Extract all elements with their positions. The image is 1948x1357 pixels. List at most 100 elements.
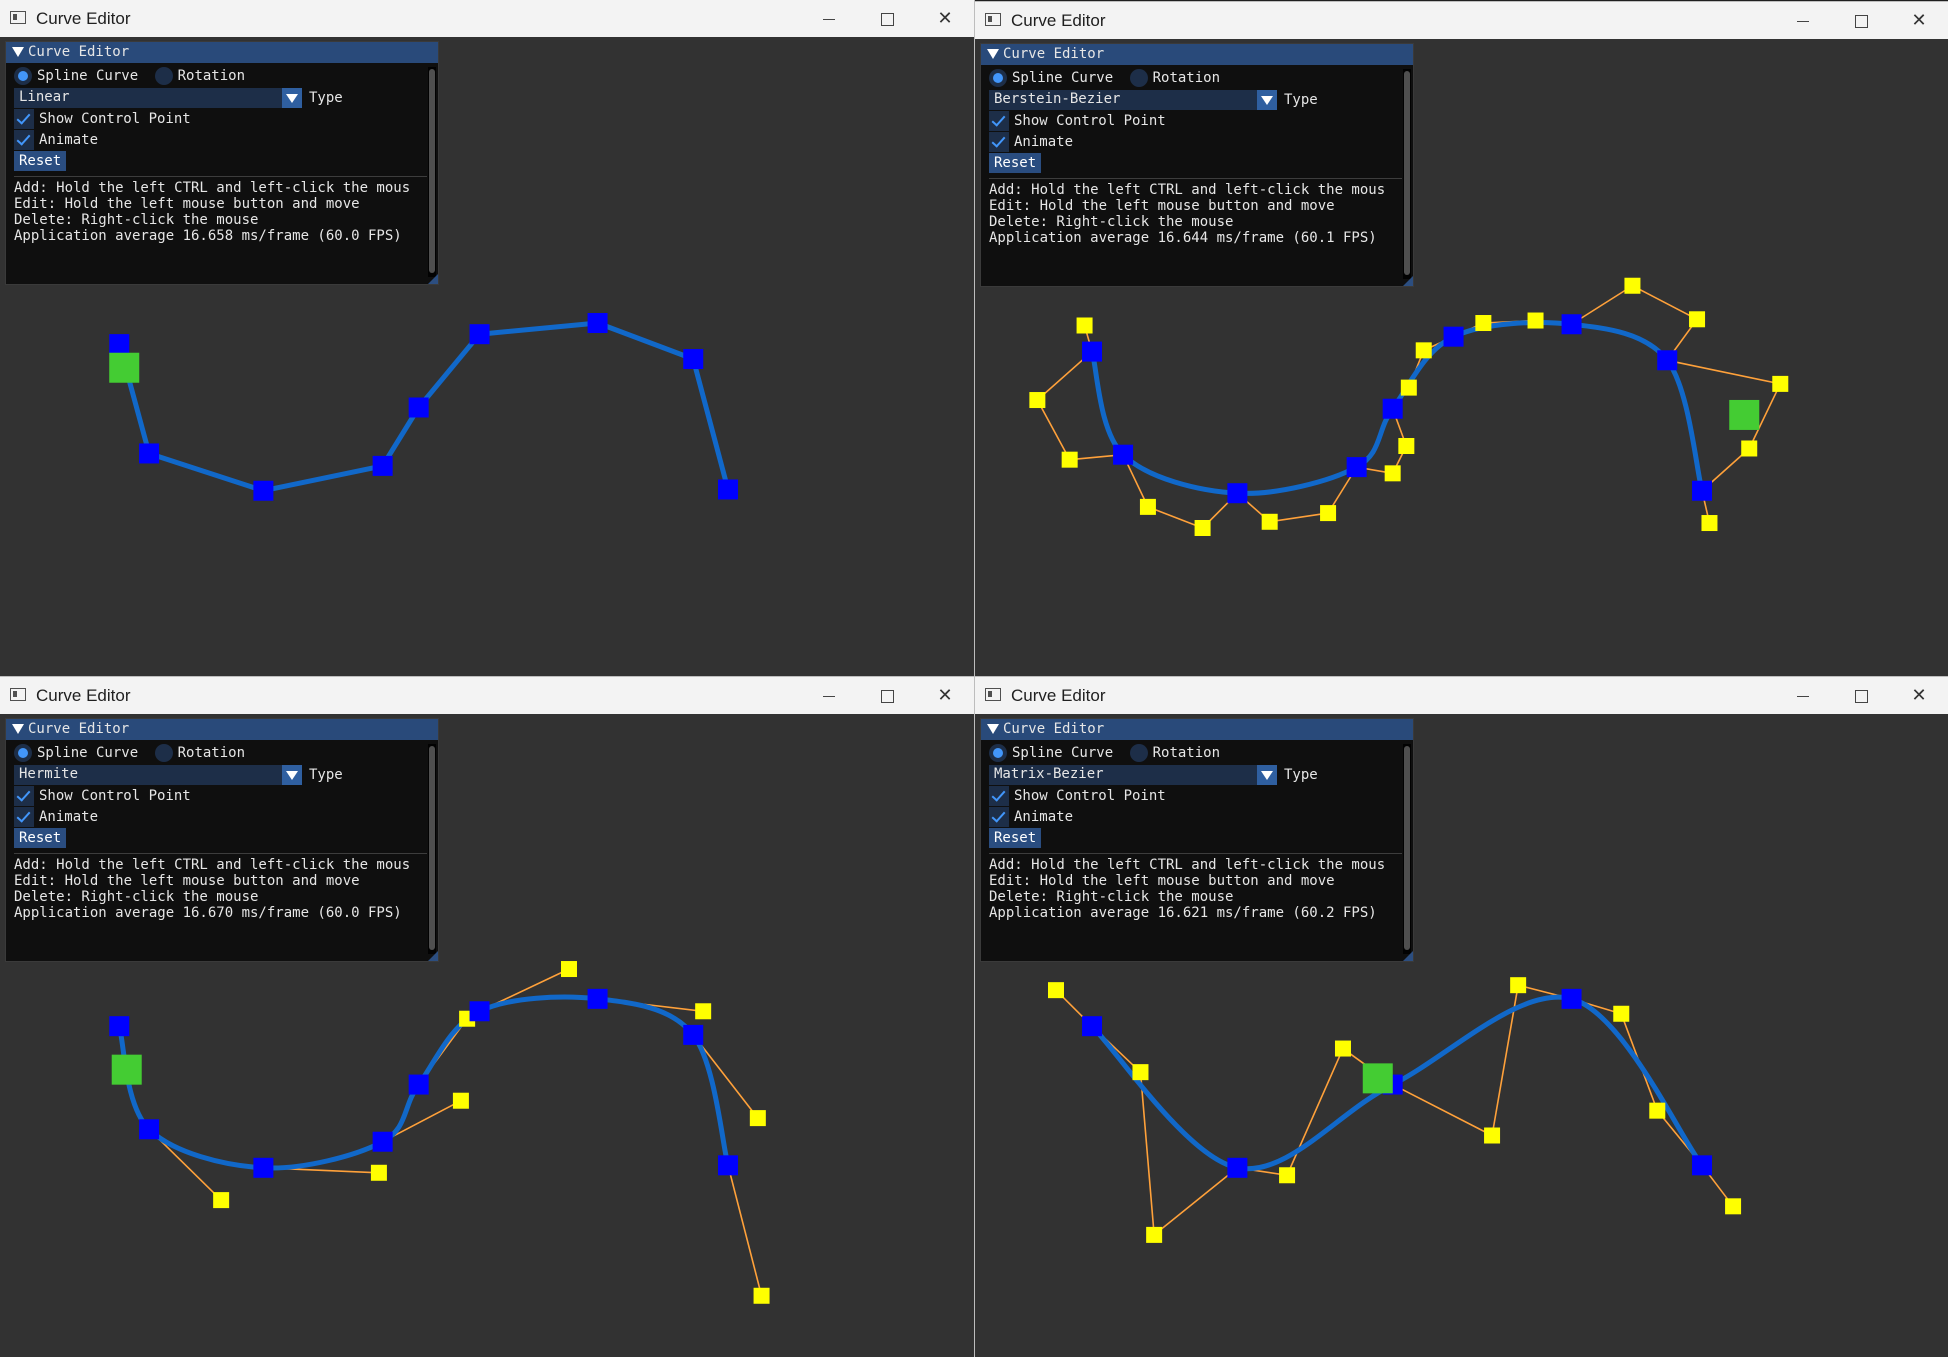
reset-button[interactable]: Reset	[989, 828, 1042, 848]
tangent-point[interactable]	[1527, 312, 1544, 329]
tangent-point[interactable]	[749, 1110, 766, 1127]
collapse-arrow-icon[interactable]	[12, 47, 24, 57]
collapse-arrow-icon[interactable]	[987, 49, 999, 59]
show-control-point-checkbox[interactable]	[989, 786, 1009, 806]
tangent-point[interactable]	[1320, 505, 1337, 522]
rotation-radio[interactable]	[1129, 69, 1148, 87]
spline-curve-radio[interactable]	[14, 67, 32, 85]
tangent-point[interactable]	[1484, 1127, 1501, 1144]
control-point[interactable]	[1561, 988, 1582, 1009]
animate-label[interactable]: Animate	[39, 809, 99, 825]
control-point[interactable]	[1692, 480, 1713, 501]
animate-row[interactable]: Animate	[989, 807, 1073, 827]
window-titlebar[interactable]: Curve Editor ✕	[0, 677, 974, 714]
collapse-arrow-icon[interactable]	[12, 724, 24, 734]
tangent-point[interactable]	[1334, 1040, 1351, 1057]
control-point[interactable]	[1082, 1016, 1103, 1037]
resize-grip[interactable]	[428, 274, 438, 284]
close-icon[interactable]: ✕	[1911, 685, 1927, 705]
tangent-point[interactable]	[1772, 375, 1789, 392]
tangent-point[interactable]	[1061, 451, 1078, 468]
control-point[interactable]	[372, 455, 393, 476]
control-point[interactable]	[1227, 483, 1248, 504]
close-icon[interactable]: ✕	[937, 685, 953, 705]
tangent-point[interactable]	[1701, 515, 1718, 532]
control-point[interactable]	[372, 1131, 393, 1152]
control-point[interactable]	[718, 479, 739, 500]
tangent-point[interactable]	[1741, 440, 1758, 457]
rotation-radio[interactable]	[154, 67, 173, 85]
panel-header[interactable]: Curve Editor	[981, 44, 1413, 65]
animate-row[interactable]: Animate	[14, 130, 98, 150]
control-point[interactable]	[718, 1155, 739, 1176]
panel-scrollbar[interactable]	[428, 744, 436, 954]
curve-canvas[interactable]	[0, 714, 974, 1357]
dropdown-arrow-icon[interactable]	[282, 88, 302, 108]
tangent-point[interactable]	[1725, 1198, 1742, 1215]
control-point[interactable]	[1443, 326, 1464, 347]
close-icon[interactable]: ✕	[1911, 10, 1927, 30]
show-control-point-checkbox[interactable]	[14, 109, 34, 129]
spline-curve-radio[interactable]	[14, 744, 32, 762]
rotation-label[interactable]: Rotation	[177, 68, 246, 84]
control-point[interactable]	[1113, 444, 1134, 465]
tangent-point[interactable]	[1029, 392, 1046, 409]
curve-viewport[interactable]: Curve Editor Spline Curve Rotation Berst…	[975, 39, 1948, 678]
panel-header[interactable]: Curve Editor	[6, 719, 438, 740]
reset-button[interactable]: Reset	[14, 828, 67, 848]
control-point[interactable]	[139, 1119, 160, 1140]
reset-button[interactable]: Reset	[989, 153, 1042, 173]
tangent-point[interactable]	[1146, 1226, 1163, 1243]
animate-checkbox[interactable]	[989, 807, 1009, 827]
show-control-point-checkbox[interactable]	[14, 786, 34, 806]
control-point[interactable]	[109, 334, 130, 355]
rotation-radio[interactable]	[1129, 744, 1148, 762]
window-titlebar[interactable]: Curve Editor ✕	[0, 0, 974, 37]
minimize-icon[interactable]	[1774, 677, 1832, 714]
tangent-point[interactable]	[1415, 342, 1432, 359]
animate-row[interactable]: Animate	[14, 807, 98, 827]
tangent-point[interactable]	[1132, 1064, 1149, 1081]
show-control-point-label[interactable]: Show Control Point	[1014, 113, 1166, 129]
reset-button[interactable]: Reset	[14, 151, 67, 171]
tangent-point[interactable]	[1624, 277, 1641, 294]
control-point[interactable]	[1346, 457, 1367, 478]
tangent-point[interactable]	[1194, 519, 1211, 536]
curve-viewport[interactable]: Curve Editor Spline Curve Rotation Hermi…	[0, 714, 974, 1357]
spline-curve-label[interactable]: Spline Curve	[1012, 70, 1114, 86]
show-control-point-label[interactable]: Show Control Point	[39, 788, 191, 804]
window-titlebar[interactable]: Curve Editor ✕	[975, 677, 1948, 714]
tangent-point[interactable]	[1475, 315, 1492, 332]
resize-grip[interactable]	[1403, 276, 1413, 286]
control-point[interactable]	[587, 988, 608, 1009]
tangent-point[interactable]	[1398, 438, 1415, 455]
animate-checkbox[interactable]	[989, 132, 1009, 152]
tangent-point[interactable]	[1649, 1102, 1666, 1119]
dropdown-arrow-icon[interactable]	[1257, 765, 1277, 785]
minimize-icon[interactable]	[800, 677, 858, 714]
collapse-arrow-icon[interactable]	[987, 724, 999, 734]
animate-label[interactable]: Animate	[1014, 134, 1074, 150]
control-point[interactable]	[1657, 350, 1678, 371]
maximize-icon[interactable]	[1832, 677, 1890, 714]
control-point[interactable]	[1692, 1155, 1713, 1176]
control-point[interactable]	[587, 313, 608, 334]
show-control-point-row[interactable]: Show Control Point	[989, 786, 1166, 806]
close-icon[interactable]: ✕	[937, 8, 953, 28]
tangent-point[interactable]	[1510, 977, 1527, 994]
tangent-point[interactable]	[1076, 317, 1093, 334]
show-control-point-row[interactable]: Show Control Point	[989, 111, 1166, 131]
panel-scrollbar[interactable]	[428, 67, 436, 277]
curve-viewport[interactable]: Curve Editor Spline Curve Rotation Linea…	[0, 37, 974, 678]
control-point[interactable]	[408, 1074, 429, 1095]
show-control-point-label[interactable]: Show Control Point	[1014, 788, 1166, 804]
control-point[interactable]	[139, 443, 160, 464]
animate-checkbox[interactable]	[14, 130, 34, 150]
control-point[interactable]	[469, 324, 490, 345]
maximize-icon[interactable]	[1832, 2, 1890, 39]
animate-row[interactable]: Animate	[989, 132, 1073, 152]
tangent-point[interactable]	[1261, 513, 1278, 530]
tangent-point[interactable]	[1613, 1005, 1630, 1022]
curve-viewport[interactable]: Curve Editor Spline Curve Rotation Matri…	[975, 714, 1948, 1357]
curve-canvas[interactable]	[0, 37, 974, 678]
